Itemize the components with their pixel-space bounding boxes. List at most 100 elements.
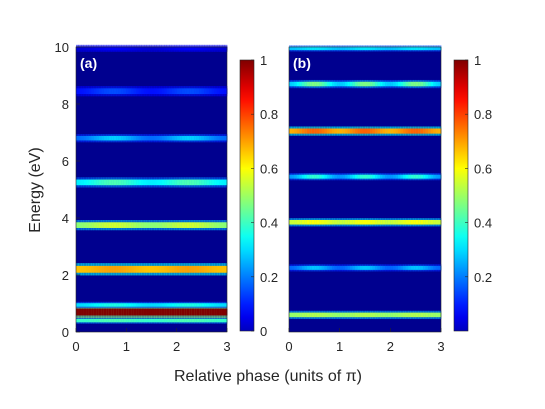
band-cell: [164, 88, 167, 95]
band-cell: [138, 265, 142, 273]
band-cell: [435, 128, 439, 134]
band-cell: [81, 308, 84, 316]
band-cell: [148, 135, 152, 141]
band-cell: [169, 46, 173, 51]
band-cell: [86, 303, 89, 307]
band-cell: [126, 265, 130, 273]
band-cell: [204, 222, 208, 228]
band-cell: [395, 128, 399, 134]
band-cell: [347, 265, 351, 270]
band-cell: [362, 46, 366, 51]
band-cell: [438, 81, 442, 87]
band-cell: [387, 128, 391, 134]
band-cell: [375, 46, 379, 51]
band-cell: [354, 46, 358, 51]
band-cell: [428, 128, 432, 134]
band-cell: [418, 174, 422, 179]
band-cell: [382, 312, 386, 318]
band-cell: [309, 219, 313, 225]
band-cell: [111, 46, 115, 51]
band-cell: [88, 265, 92, 273]
band-cell: [377, 219, 381, 225]
band-cell: [209, 318, 213, 323]
band-cell: [219, 46, 223, 51]
band-cell: [342, 46, 346, 51]
band-cell: [327, 81, 330, 87]
band-cell: [430, 81, 434, 87]
band-cell: [211, 265, 215, 273]
band-cell: [143, 303, 147, 307]
band-cell: [211, 222, 215, 228]
band-cell: [400, 81, 404, 87]
band-cell: [357, 81, 361, 87]
y-tick-label: 6: [62, 154, 69, 169]
band-cell: [189, 88, 193, 95]
band-cell: [209, 88, 213, 95]
band-cell: [166, 46, 170, 51]
band-cell: [428, 219, 432, 225]
band-cell: [372, 265, 376, 270]
band-cell: [380, 174, 384, 179]
band-cell: [294, 128, 297, 134]
band-cell: [196, 303, 200, 307]
band-cell: [133, 308, 137, 316]
band-cell: [359, 174, 363, 179]
band-cell: [118, 265, 122, 273]
band-cell: [224, 318, 228, 323]
band-cell: [304, 312, 308, 318]
band-cell: [311, 312, 315, 318]
band-cell: [301, 265, 305, 270]
band-cell: [123, 265, 127, 273]
band-cell: [108, 318, 112, 323]
band-cell: [224, 46, 228, 51]
band-cell: [408, 312, 411, 318]
band-cell: [113, 88, 117, 95]
band-cell: [314, 219, 318, 225]
band-cell: [294, 46, 297, 51]
band-cell: [423, 174, 427, 179]
band-cell: [357, 46, 361, 51]
band-cell: [106, 46, 110, 51]
band-cell: [103, 303, 107, 307]
band-cell: [342, 81, 346, 87]
colorbar-a-ticks: 0 0.2 0.4 0.6 0.8 1: [251, 53, 278, 339]
band-cell: [176, 265, 180, 273]
band-cell: [171, 265, 175, 273]
band-cell: [171, 318, 175, 323]
band-cell: [146, 318, 150, 323]
band-cell: [309, 265, 313, 270]
band-cell: [370, 219, 373, 225]
band-cell: [113, 265, 117, 273]
band-cell: [116, 265, 120, 273]
band-cell: [101, 135, 105, 141]
band-cell: [352, 265, 356, 270]
band-cell: [181, 88, 185, 95]
band-cell: [189, 308, 193, 316]
band-cell: [111, 265, 115, 273]
band-cell: [186, 308, 190, 316]
band-cell: [174, 179, 178, 186]
band-cell: [93, 46, 97, 51]
band-cell: [141, 88, 145, 95]
band-cell: [78, 265, 82, 273]
band-cell: [106, 303, 110, 307]
band-cell: [214, 308, 218, 316]
band-cell: [169, 318, 173, 323]
band-cell: [362, 219, 366, 225]
band-cell: [365, 174, 368, 179]
band-cell: [78, 303, 82, 307]
band-cell: [420, 265, 424, 270]
band-cell: [191, 308, 195, 316]
band-cell: [143, 308, 147, 316]
band-cell: [306, 46, 310, 51]
band-cell: [299, 265, 303, 270]
band-cell: [408, 46, 411, 51]
band-cell: [410, 219, 414, 225]
band-cell: [385, 46, 389, 51]
band-cell: [327, 128, 330, 134]
band-cell: [181, 179, 185, 186]
band-cell: [106, 179, 110, 186]
band-cell: [201, 46, 205, 51]
band-cell: [186, 46, 190, 51]
band-cell: [186, 222, 190, 228]
